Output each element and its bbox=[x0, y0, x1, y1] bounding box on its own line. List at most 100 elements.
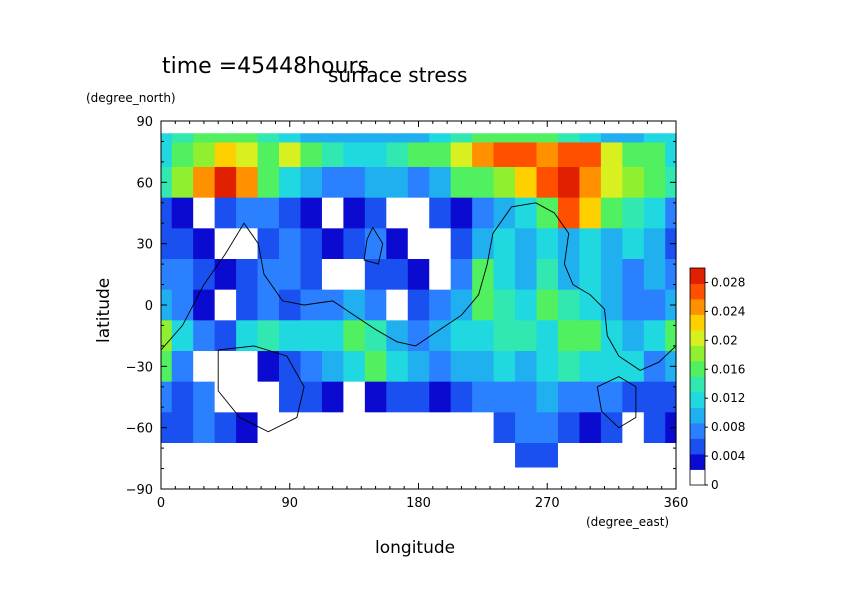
x-tick-label: 0 bbox=[157, 496, 165, 511]
heatmap-cell bbox=[600, 412, 623, 444]
y-axis-ticks: 90 60 30 0 −30 −60 −90 bbox=[126, 115, 676, 498]
heatmap-cell bbox=[279, 289, 302, 321]
colorbar-swatch bbox=[690, 376, 705, 393]
coastline-contours bbox=[160, 202, 677, 433]
heatmap-cell bbox=[321, 289, 344, 321]
heatmap-cell bbox=[600, 133, 623, 144]
colorbar: 0 0.004 0.008 0.012 0.016 0.02 0.024 0.028 bbox=[689, 267, 745, 492]
heatmap-cell bbox=[171, 467, 194, 478]
colorbar-tick-label: 0.008 bbox=[711, 420, 745, 434]
heatmap-cell bbox=[643, 142, 666, 168]
heatmap-cell bbox=[236, 289, 259, 321]
heatmap-cell bbox=[321, 133, 344, 144]
heatmap-cell bbox=[279, 167, 302, 199]
heatmap-cell bbox=[343, 142, 366, 168]
colorbar-tick-label: 0 bbox=[711, 478, 719, 492]
heatmap-cell bbox=[450, 467, 473, 478]
heatmap-cell bbox=[557, 443, 581, 469]
heatmap-cell bbox=[300, 412, 323, 444]
heatmap-cell bbox=[536, 320, 559, 352]
heatmap-cell bbox=[622, 142, 645, 168]
x-unit-label: (degree_east) bbox=[586, 515, 669, 529]
heatmap-cell bbox=[193, 142, 216, 168]
heatmap-cell bbox=[300, 167, 323, 199]
heatmap-cell bbox=[364, 142, 387, 168]
colorbar-swatch bbox=[690, 392, 705, 408]
heatmap-cell bbox=[643, 228, 666, 260]
heatmap-cell bbox=[515, 167, 538, 199]
heatmap-cell bbox=[161, 259, 173, 291]
heatmap-cell bbox=[193, 351, 216, 383]
heatmap-cell bbox=[364, 412, 387, 444]
heatmap-cell bbox=[214, 259, 237, 291]
heatmap-cell bbox=[364, 197, 387, 229]
heatmap-cell bbox=[214, 142, 237, 168]
heatmap-cell bbox=[161, 320, 173, 352]
heatmap-cell bbox=[429, 443, 452, 469]
heatmap-cell bbox=[515, 289, 538, 321]
coastline bbox=[217, 345, 305, 433]
heatmap-cell bbox=[472, 142, 495, 168]
heatmap-cell bbox=[386, 443, 409, 469]
colorbar-tick-label: 0.02 bbox=[711, 333, 738, 347]
heatmap-cell bbox=[557, 197, 581, 229]
heatmap-cell bbox=[236, 467, 259, 478]
heatmap-cell bbox=[515, 351, 538, 383]
heatmap-cell bbox=[536, 381, 559, 413]
heatmap-cell bbox=[343, 259, 366, 291]
y-tick-label: 60 bbox=[136, 176, 153, 191]
heatmap-cell bbox=[450, 289, 473, 321]
colorbar-tick-label: 0.004 bbox=[711, 449, 745, 463]
heatmap-cell bbox=[364, 259, 387, 291]
heatmap-cell bbox=[171, 197, 194, 229]
heatmap-cell bbox=[321, 467, 344, 478]
heatmap-cell bbox=[300, 351, 323, 383]
heatmap-cell bbox=[493, 228, 516, 260]
heatmap-cell bbox=[193, 412, 216, 444]
heatmap-cell bbox=[343, 133, 366, 144]
time-title: time =45448hours bbox=[162, 54, 369, 79]
heatmap-cell bbox=[386, 197, 409, 229]
heatmap-cell bbox=[321, 443, 344, 469]
heatmap-cell bbox=[515, 320, 538, 352]
heatmap-cell bbox=[386, 142, 409, 168]
heatmap-cell bbox=[300, 228, 323, 260]
heatmap-cell bbox=[579, 259, 602, 291]
heatmap-cell bbox=[161, 467, 173, 478]
heatmap-cell bbox=[386, 289, 409, 321]
heatmap-cell bbox=[343, 381, 366, 413]
heatmap-cell bbox=[236, 259, 259, 291]
heatmap-cell bbox=[321, 351, 344, 383]
heatmap-cell bbox=[515, 133, 538, 144]
heatmap-cell bbox=[622, 381, 645, 413]
colorbar-swatch bbox=[690, 454, 705, 470]
heatmap-cell bbox=[557, 142, 581, 168]
heatmap-cell bbox=[407, 167, 430, 199]
heatmap-cell bbox=[600, 381, 623, 413]
heatmap-cell bbox=[386, 467, 409, 478]
heatmap-cell bbox=[214, 133, 237, 144]
heatmap-cell bbox=[214, 228, 237, 260]
heatmap-cell bbox=[579, 197, 602, 229]
heatmap-cell bbox=[643, 167, 666, 199]
heatmap-cell bbox=[493, 142, 516, 168]
heatmap-cell bbox=[300, 133, 323, 144]
heatmap-cell bbox=[579, 167, 602, 199]
heatmap-cell bbox=[600, 351, 623, 383]
heatmap-cell bbox=[429, 381, 452, 413]
heatmap-cell bbox=[161, 197, 173, 229]
heatmap-cell bbox=[407, 443, 430, 469]
heatmap-cell bbox=[643, 412, 666, 444]
heatmap-cell bbox=[193, 467, 216, 478]
heatmap-cell bbox=[171, 133, 194, 144]
heatmap-cell bbox=[279, 133, 302, 144]
heatmap-cell bbox=[579, 381, 602, 413]
heatmap-cell bbox=[557, 381, 581, 413]
heatmap-cell bbox=[171, 228, 194, 260]
heatmap-cell bbox=[407, 197, 430, 229]
colorbar-tick-label: 0.012 bbox=[711, 391, 745, 405]
x-tick-label: 360 bbox=[664, 496, 689, 511]
heatmap-cell bbox=[493, 467, 516, 478]
heatmap-cell bbox=[493, 197, 516, 229]
heatmap-cell bbox=[236, 133, 259, 144]
